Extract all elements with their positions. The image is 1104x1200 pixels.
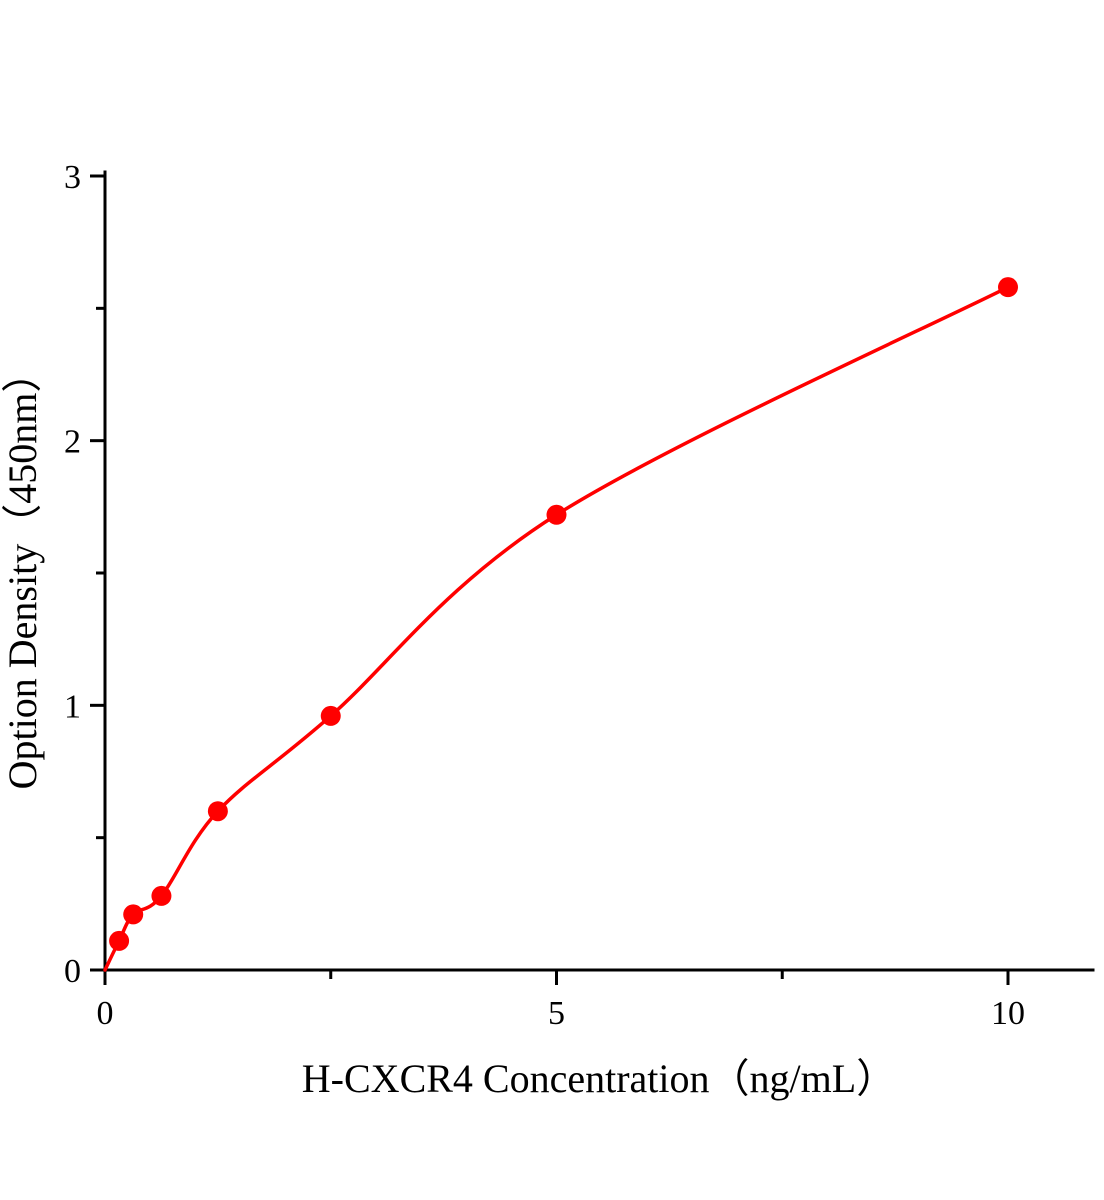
x-tick-label: 10	[991, 995, 1025, 1032]
plot-area: 0 5 10 0 1 2 3	[64, 159, 1095, 1032]
data-point	[320, 705, 341, 726]
y-axis-label: Option Density（450nm）	[0, 353, 45, 790]
data-point	[998, 277, 1018, 298]
x-axis-label: H-CXCR4 Concentration（ng/mL）	[302, 1056, 896, 1101]
x-tick-label: 0	[97, 995, 114, 1032]
x-tick-label: 5	[548, 995, 565, 1032]
data-point	[546, 504, 567, 525]
data-point	[151, 885, 172, 906]
y-tick-label: 1	[64, 688, 81, 725]
fit-curve	[103, 285, 1010, 972]
y-tick-label: 2	[64, 424, 81, 461]
y-tick-label: 3	[64, 159, 81, 196]
y-tick-label: 0	[64, 953, 81, 990]
data-point	[207, 801, 228, 822]
data-point	[109, 930, 130, 951]
data-point	[123, 904, 144, 925]
